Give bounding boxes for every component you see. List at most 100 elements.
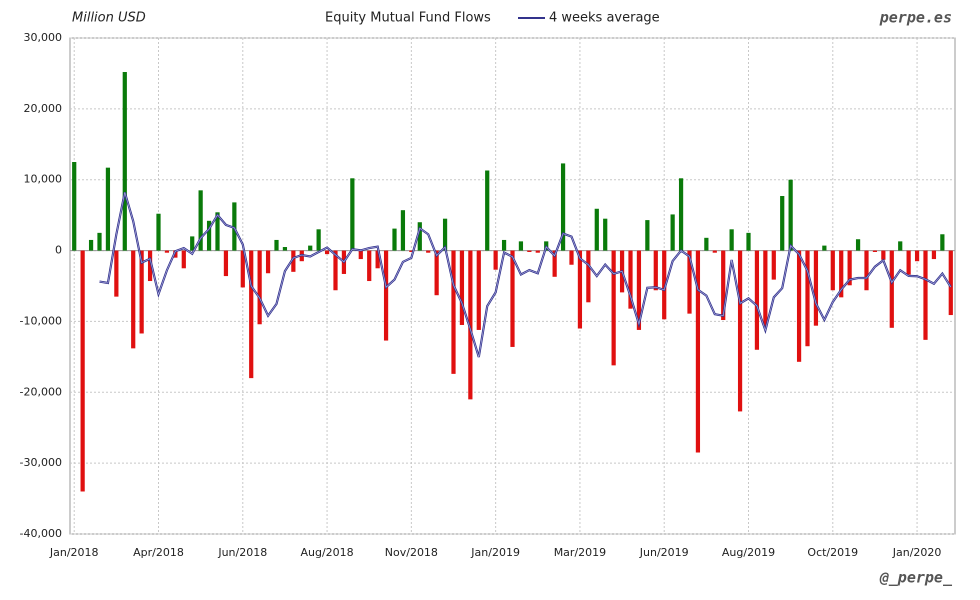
bar bbox=[805, 250, 810, 347]
bar bbox=[881, 250, 886, 260]
bar bbox=[316, 229, 321, 251]
bar bbox=[678, 178, 684, 251]
bar bbox=[872, 250, 878, 252]
bar bbox=[190, 236, 195, 251]
bar bbox=[569, 250, 574, 265]
bar bbox=[451, 250, 456, 374]
bar bbox=[282, 247, 288, 251]
y-tick-label: 20,000 bbox=[24, 102, 63, 115]
bar bbox=[695, 250, 701, 453]
bar bbox=[839, 250, 844, 298]
bar bbox=[527, 250, 532, 252]
x-tick-label: Jun/2018 bbox=[217, 546, 267, 559]
bar bbox=[906, 250, 911, 275]
bar bbox=[459, 250, 465, 325]
bar bbox=[383, 250, 389, 341]
bar bbox=[729, 229, 734, 251]
y-tick-label: 30,000 bbox=[24, 31, 63, 44]
bar bbox=[560, 163, 566, 251]
bar bbox=[240, 250, 245, 288]
bar bbox=[434, 250, 439, 296]
bar bbox=[763, 250, 768, 328]
bar bbox=[535, 250, 540, 253]
bar bbox=[485, 170, 490, 251]
x-tick-label: Jan/2018 bbox=[49, 546, 99, 559]
bar bbox=[392, 228, 397, 251]
bar bbox=[131, 250, 136, 349]
x-tick-label: Jan/2020 bbox=[892, 546, 942, 559]
bar bbox=[796, 250, 802, 362]
bar bbox=[712, 250, 717, 253]
bar bbox=[417, 222, 422, 251]
bar bbox=[780, 196, 785, 251]
bar bbox=[670, 214, 675, 251]
bar bbox=[206, 220, 212, 251]
bar bbox=[611, 250, 616, 366]
bar bbox=[898, 241, 903, 251]
bar bbox=[628, 250, 633, 309]
x-tick-label: Aug/2018 bbox=[300, 546, 353, 559]
bar bbox=[358, 250, 363, 260]
bar bbox=[510, 250, 515, 347]
y-tick-label: -30,000 bbox=[20, 456, 62, 469]
bar bbox=[181, 250, 186, 269]
bar bbox=[198, 190, 203, 251]
bar bbox=[923, 250, 928, 340]
bar bbox=[367, 250, 372, 282]
y-tick-label: 10,000 bbox=[24, 173, 63, 186]
x-tick-label: Jan/2019 bbox=[470, 546, 520, 559]
x-tick-label: Apr/2018 bbox=[133, 546, 184, 559]
bar bbox=[400, 210, 406, 251]
bar bbox=[350, 178, 355, 251]
bar bbox=[164, 250, 170, 253]
bar bbox=[687, 250, 692, 314]
bar bbox=[139, 250, 144, 334]
bar bbox=[864, 250, 869, 291]
bar bbox=[80, 250, 85, 492]
bar bbox=[409, 250, 414, 252]
bar bbox=[822, 245, 827, 251]
bar bbox=[156, 213, 161, 251]
bar bbox=[586, 250, 591, 303]
bar bbox=[88, 239, 94, 251]
bar bbox=[855, 239, 861, 251]
bar bbox=[889, 250, 894, 328]
bar bbox=[771, 250, 776, 280]
bar bbox=[594, 208, 599, 251]
x-tick-label: Mar/2019 bbox=[554, 546, 606, 559]
bar bbox=[324, 250, 330, 255]
bar bbox=[215, 212, 220, 251]
bar bbox=[426, 250, 431, 253]
bar bbox=[754, 250, 760, 350]
average-line-highlight bbox=[99, 192, 952, 358]
bar bbox=[173, 250, 178, 258]
bar bbox=[147, 250, 153, 282]
bar bbox=[72, 162, 77, 251]
bar bbox=[931, 250, 937, 260]
bar bbox=[291, 250, 296, 272]
bar bbox=[114, 250, 119, 297]
unit-label: Million USD bbox=[72, 11, 146, 26]
bar bbox=[704, 237, 709, 251]
bar bbox=[653, 250, 658, 291]
bar bbox=[249, 250, 254, 379]
bar bbox=[375, 250, 380, 269]
x-tick-label: Aug/2019 bbox=[722, 546, 775, 559]
bar bbox=[97, 232, 102, 251]
bar bbox=[265, 250, 271, 274]
bar bbox=[948, 250, 953, 316]
bar bbox=[105, 167, 111, 251]
bar bbox=[552, 250, 557, 277]
bar bbox=[830, 250, 835, 291]
bar bbox=[257, 250, 262, 325]
bar bbox=[636, 250, 642, 330]
bar bbox=[813, 250, 819, 326]
bar bbox=[662, 250, 667, 320]
y-tick-label: -40,000 bbox=[20, 527, 62, 540]
bar bbox=[737, 250, 743, 412]
bar bbox=[122, 72, 127, 251]
bar bbox=[223, 250, 229, 277]
bar bbox=[940, 234, 945, 251]
credit: @_perpe_ bbox=[879, 569, 953, 587]
bar bbox=[788, 179, 793, 251]
